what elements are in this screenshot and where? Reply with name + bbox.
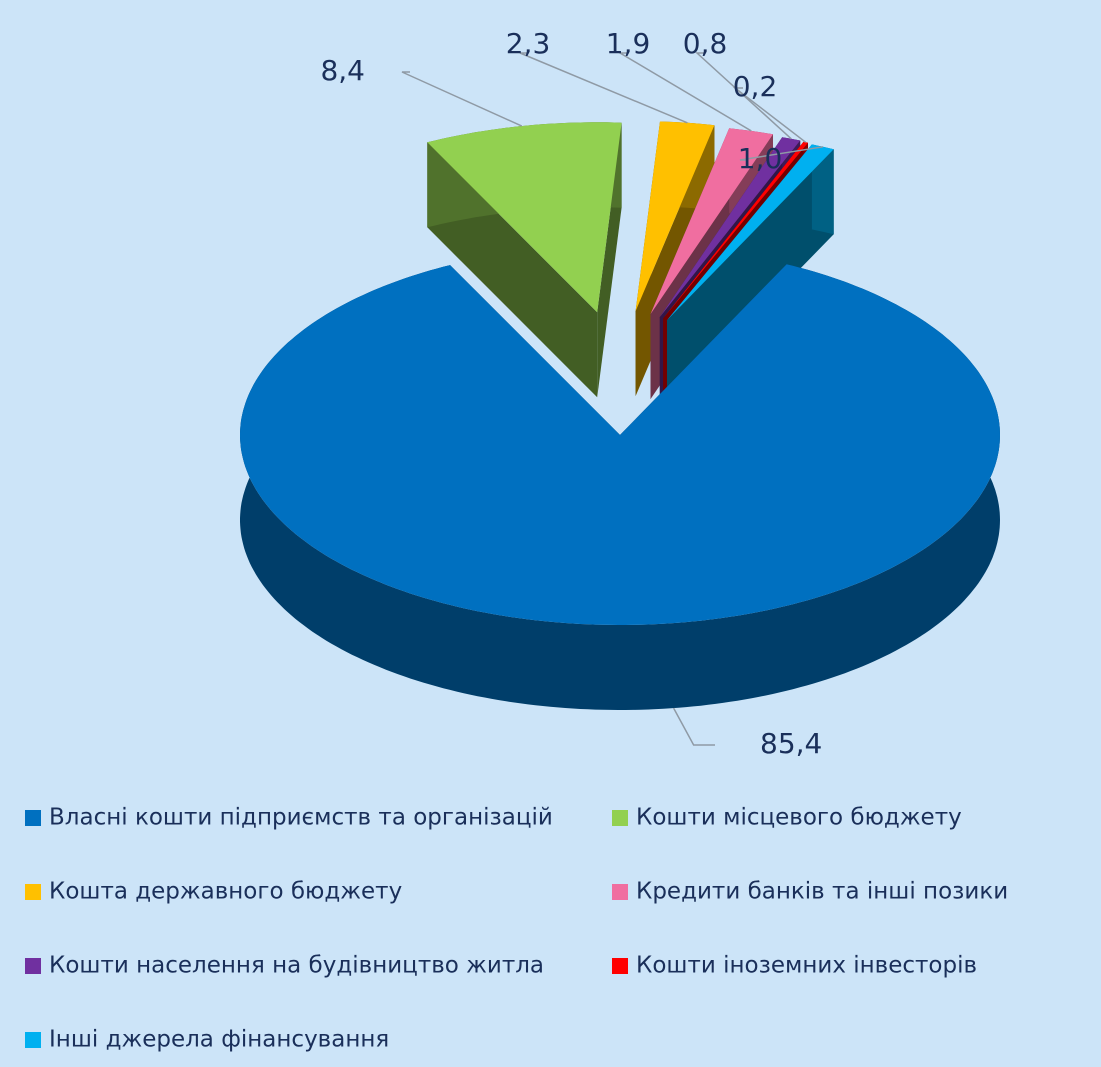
value-label: 1,9 [606, 27, 651, 60]
legend-swatch [25, 1032, 41, 1048]
slice-side [667, 149, 834, 406]
slice [240, 264, 1000, 625]
legend-label: Кошти населення на будівництво житла [49, 953, 544, 979]
slice [659, 137, 801, 318]
value-label: 2,3 [506, 27, 551, 60]
legend-swatch [25, 810, 41, 826]
leader-line [672, 707, 715, 746]
slice [650, 128, 773, 315]
legend-swatch [25, 884, 41, 900]
legend-label: Кошта державного бюджету [49, 879, 402, 905]
legend-label: Кошти іноземних інвесторів [636, 953, 977, 979]
slice-side [811, 144, 834, 235]
leader-line [401, 71, 523, 127]
legend-swatch [612, 884, 628, 900]
legend-label: Кредити банків та інші позики [636, 879, 1008, 905]
legend-swatch [612, 810, 628, 826]
legend-swatch [25, 958, 41, 974]
slice [635, 121, 715, 312]
leader-line [739, 146, 824, 161]
value-label: 1,0 [738, 142, 783, 175]
slice [667, 144, 834, 321]
leader-line [695, 52, 792, 140]
value-label: 0,2 [733, 70, 778, 103]
legend-swatch [612, 958, 628, 974]
value-label: 0,8 [683, 27, 728, 60]
leader-line [519, 52, 688, 124]
legend-label: Кошти місцевого бюджету [636, 805, 962, 831]
leader-line [617, 52, 752, 132]
slice [663, 141, 808, 319]
legend-label: Власні кошти підприємств та організацій [49, 805, 553, 831]
value-label: 85,4 [760, 727, 822, 760]
slice [427, 122, 622, 313]
leader-line [732, 87, 807, 143]
value-label: 8,4 [320, 54, 365, 87]
legend-label: Інші джерела фінансування [49, 1027, 389, 1053]
